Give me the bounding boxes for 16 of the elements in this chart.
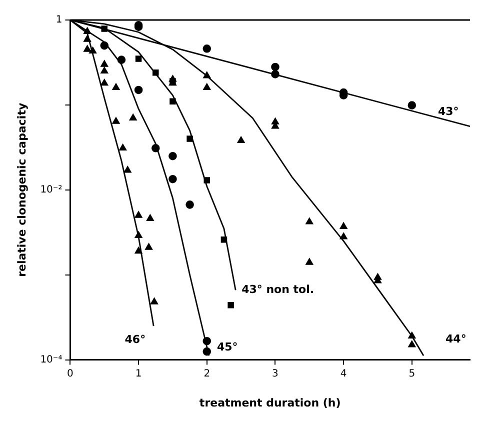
x-tick-label: 0 (67, 368, 74, 380)
series-label: 43° non tol. (242, 283, 314, 296)
x-tick-label: 5 (408, 368, 416, 380)
x-tick-label: 3 (272, 368, 278, 380)
series-label: 43° (438, 105, 459, 118)
series-label: 45° (216, 340, 238, 354)
series-label: 46° (124, 332, 146, 346)
y-tick-label: 1 (56, 14, 62, 26)
y-tick-label: 10⁻⁴ (40, 354, 62, 366)
y-tick-label: 10⁻² (40, 184, 62, 196)
x-tick-label: 2 (204, 368, 210, 380)
text: 44° (446, 332, 466, 346)
x-tick-label: 1 (135, 368, 142, 380)
x-tick-label: 4 (340, 368, 347, 380)
x-axis-title: treatment duration (h) (199, 396, 341, 410)
y-axis-title: relative clonogenic capacity (15, 102, 28, 277)
